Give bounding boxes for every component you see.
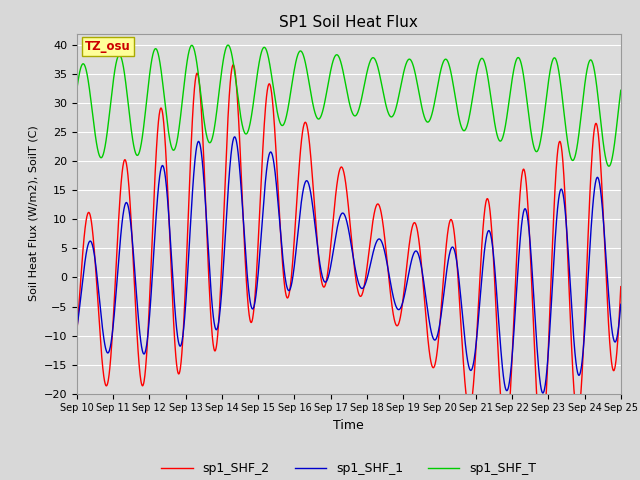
sp1_SHF_T <box>376 75 384 81</box>
sp1_SHF_T <box>507 84 515 90</box>
Line: sp1_SHF_T: sp1_SHF_T <box>77 45 621 166</box>
Legend: sp1_SHF_2, sp1_SHF_1, sp1_SHF_T: sp1_SHF_2, sp1_SHF_1, sp1_SHF_T <box>156 457 541 480</box>
Text: TZ_osu: TZ_osu <box>85 40 131 53</box>
Line: sp1_SHF_1: sp1_SHF_1 <box>77 137 621 393</box>
sp1_SHF_2 <box>584 228 592 234</box>
sp1_SHF_1 <box>617 301 625 307</box>
sp1_SHF_1 <box>584 271 592 276</box>
sp1_SHF_1 <box>507 366 515 372</box>
sp1_SHF_1 <box>225 182 232 188</box>
sp1_SHF_1 <box>73 326 81 332</box>
sp1_SHF_T <box>224 42 232 48</box>
sp1_SHF_1 <box>570 328 577 334</box>
sp1_SHF_2 <box>570 375 577 381</box>
sp1_SHF_2 <box>376 206 384 212</box>
sp1_SHF_1 <box>539 390 547 396</box>
sp1_SHF_1 <box>376 237 384 242</box>
sp1_SHF_2 <box>73 330 81 336</box>
sp1_SHF_T <box>584 62 592 68</box>
sp1_SHF_2 <box>507 378 515 384</box>
sp1_SHF_1 <box>230 134 238 140</box>
sp1_SHF_T <box>617 87 625 93</box>
sp1_SHF_T <box>73 86 81 92</box>
sp1_SHF_T <box>569 157 577 163</box>
sp1_SHF_2 <box>365 252 372 258</box>
sp1_SHF_T <box>225 43 232 48</box>
sp1_SHF_2 <box>229 62 237 68</box>
Y-axis label: Soil Heat Flux (W/m2), SoilT (C): Soil Heat Flux (W/m2), SoilT (C) <box>28 126 38 301</box>
sp1_SHF_1 <box>365 270 372 276</box>
Line: sp1_SHF_2: sp1_SHF_2 <box>77 65 621 441</box>
sp1_SHF_2 <box>225 106 232 111</box>
sp1_SHF_T <box>365 63 372 69</box>
sp1_SHF_2 <box>617 284 625 289</box>
sp1_SHF_T <box>605 163 612 169</box>
X-axis label: Time: Time <box>333 419 364 432</box>
Title: SP1 Soil Heat Flux: SP1 Soil Heat Flux <box>280 15 418 30</box>
sp1_SHF_2 <box>538 438 545 444</box>
